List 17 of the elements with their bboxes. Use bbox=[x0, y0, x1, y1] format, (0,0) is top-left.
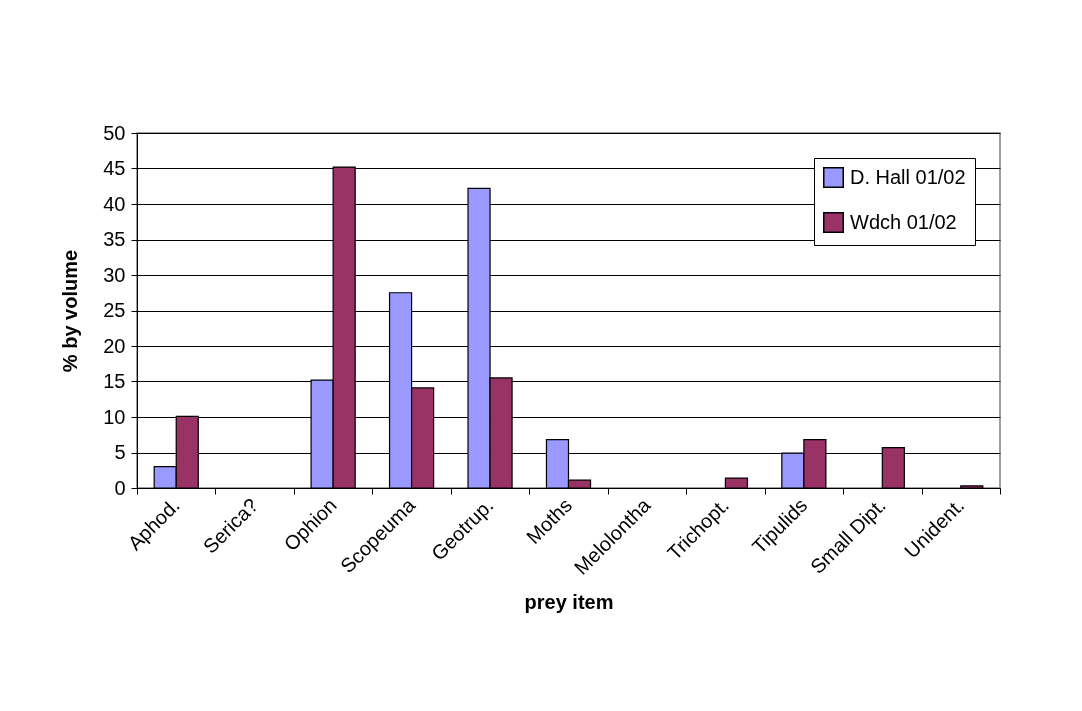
y-tick-label: 25 bbox=[103, 299, 126, 321]
y-axis-title: % by volume bbox=[59, 249, 82, 373]
y-tick-label: 50 bbox=[103, 121, 126, 144]
legend-label: Wdch 01/02 bbox=[850, 210, 957, 233]
y-tick-label: 40 bbox=[103, 192, 126, 215]
bar bbox=[960, 485, 984, 489]
y-tick-label: 0 bbox=[114, 476, 126, 499]
y-tick-label: 45 bbox=[103, 157, 126, 179]
y-tick-label: 5 bbox=[114, 441, 126, 463]
y-tick-label: 30 bbox=[103, 263, 126, 286]
y-tick-label: 15 bbox=[103, 370, 126, 392]
x-axis-title: prey item bbox=[524, 590, 614, 613]
y-tick-label: 10 bbox=[103, 405, 126, 428]
bar bbox=[724, 477, 749, 489]
y-tick-label: 20 bbox=[103, 334, 126, 357]
y-tick-label: 35 bbox=[103, 228, 126, 250]
legend-label: D. Hall 01/02 bbox=[850, 165, 966, 188]
